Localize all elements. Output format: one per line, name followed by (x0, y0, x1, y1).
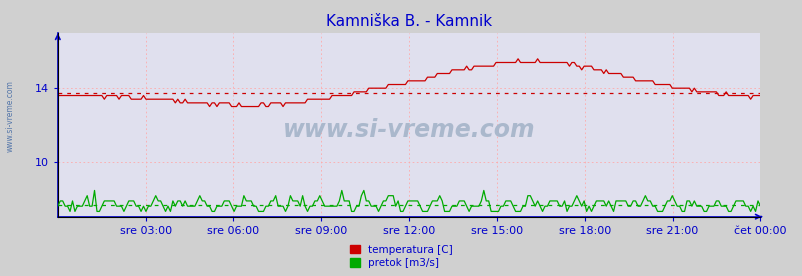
Text: www.si-vreme.com: www.si-vreme.com (282, 118, 535, 142)
Legend: temperatura [C], pretok [m3/s]: temperatura [C], pretok [m3/s] (350, 245, 452, 268)
Text: www.si-vreme.com: www.si-vreme.com (6, 80, 15, 152)
Title: Kamniška B. - Kamnik: Kamniška B. - Kamnik (326, 14, 492, 29)
